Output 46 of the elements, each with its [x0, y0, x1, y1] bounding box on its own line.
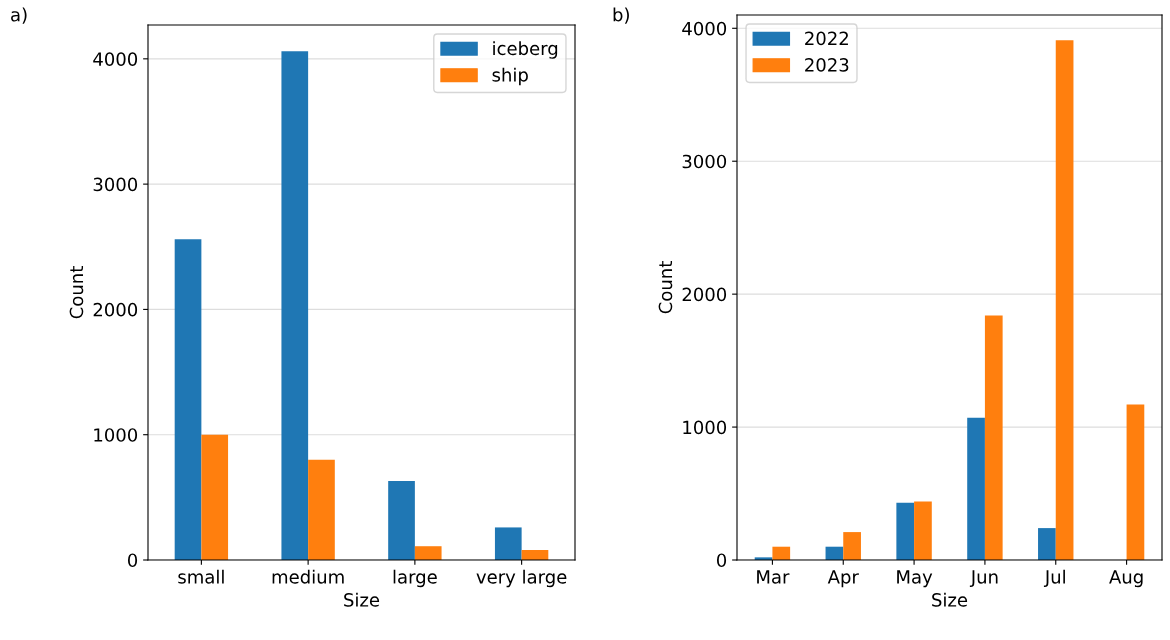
- x-tick-label: medium: [272, 569, 344, 584]
- bar: [967, 417, 985, 560]
- y-tick-label: 2000: [93, 302, 138, 317]
- bar: [984, 315, 1003, 560]
- legend-label: 2022: [805, 31, 848, 46]
- y-tick-label: 4000: [682, 21, 727, 36]
- bar: [1055, 40, 1074, 560]
- y-tick-label: 3000: [682, 154, 727, 169]
- y-axis-title: Count: [658, 261, 673, 314]
- bar: [772, 546, 791, 560]
- y-tick-label: 2000: [682, 287, 727, 302]
- text: b): [613, 7, 629, 24]
- legend-label: iceberg: [493, 41, 558, 59]
- bar: [281, 51, 309, 560]
- bar: [388, 481, 415, 560]
- y-tick-label: 3000: [93, 177, 138, 192]
- x-axis-title: Size: [344, 592, 380, 607]
- x-tick-label: large: [393, 569, 437, 588]
- bar: [914, 501, 932, 560]
- legend-label: 2023: [805, 58, 849, 72]
- bar: [174, 239, 202, 560]
- y-tick-label: 4000: [93, 52, 138, 66]
- y-tick-label: 0: [127, 553, 138, 568]
- x-tick-label: May: [897, 570, 933, 588]
- y-tick-label: 1000: [683, 420, 727, 435]
- bar: [1038, 528, 1056, 560]
- bar: [201, 434, 229, 560]
- text: a): [11, 7, 27, 24]
- x-axis-title: Size: [932, 592, 968, 607]
- y-axis-title: Count: [69, 266, 84, 319]
- bar: [308, 459, 335, 560]
- bar: [494, 527, 522, 560]
- bar: [414, 546, 442, 560]
- x-tick-label: Jul: [1043, 569, 1065, 588]
- bar: [843, 532, 861, 560]
- bar: [896, 502, 915, 560]
- x-tick-label: Mar: [757, 570, 790, 584]
- y-tick-label: 1000: [94, 428, 138, 442]
- y-tick-label: 0: [716, 553, 727, 568]
- x-tick-label: Jun: [969, 570, 998, 588]
- x-tick-label: very large: [476, 569, 567, 588]
- x-tick-label: small: [178, 569, 224, 584]
- x-tick-label: Aug: [1109, 570, 1143, 588]
- legend-label: ship: [492, 67, 528, 86]
- bar: [1126, 404, 1145, 560]
- x-tick-label: Apr: [827, 570, 859, 588]
